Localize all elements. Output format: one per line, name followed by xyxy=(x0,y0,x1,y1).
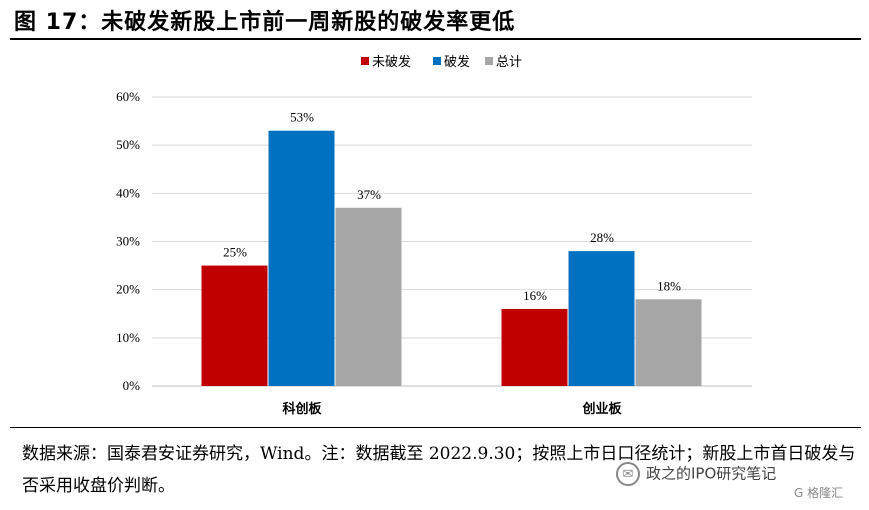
legend-label: 破发 xyxy=(444,54,470,70)
bar-总计 xyxy=(335,207,402,386)
figure-title: 图 17：未破发新股上市前一周新股的破发率更低 xyxy=(14,10,516,35)
bar-破发 xyxy=(268,130,335,386)
bar-破发 xyxy=(568,251,635,386)
x-category-label: 科创板 xyxy=(282,401,322,417)
brand-logo: G 格隆汇 xyxy=(794,486,844,500)
title-divider xyxy=(10,38,861,40)
y-tick-label: 40% xyxy=(116,185,140,200)
y-tick-label: 0% xyxy=(123,378,141,393)
data-label: 53% xyxy=(290,110,314,125)
wechat-icon: ✉ xyxy=(616,462,640,486)
bar-chart: 0% 10% 20% 30% 40% 50% 60% 25% 53% 37% 科创板 16% 28% 18… xyxy=(116,54,752,417)
legend-label: 未破发 xyxy=(372,54,411,70)
y-tick-label: 30% xyxy=(116,234,140,249)
data-label: 37% xyxy=(357,187,381,202)
bar-总计 xyxy=(635,299,702,386)
bar-未破发 xyxy=(501,308,568,386)
legend-swatch xyxy=(433,57,441,65)
y-tick-label: 50% xyxy=(116,137,140,152)
watermark: ✉ 政之的IPO研究笔记 xyxy=(616,462,776,486)
legend-label: 总计 xyxy=(496,55,522,70)
source-note: 数据来源：国泰君安证券研究，Wind。注：数据截至 2022.9.30；按照上市… xyxy=(22,444,856,496)
y-tick-label: 10% xyxy=(116,330,140,345)
legend-swatch xyxy=(485,57,493,65)
data-label: 18% xyxy=(657,278,681,293)
x-category-label: 创业板 xyxy=(581,401,622,417)
legend-swatch xyxy=(361,57,369,65)
source-divider xyxy=(10,427,861,428)
watermark-text: 政之的IPO研究笔记 xyxy=(646,464,777,483)
data-label: 28% xyxy=(590,230,614,245)
bar-未破发 xyxy=(201,265,268,386)
y-tick-label: 20% xyxy=(116,282,140,297)
data-label: 25% xyxy=(223,245,247,260)
data-label: 16% xyxy=(523,288,547,303)
y-tick-label: 60% xyxy=(116,89,140,104)
